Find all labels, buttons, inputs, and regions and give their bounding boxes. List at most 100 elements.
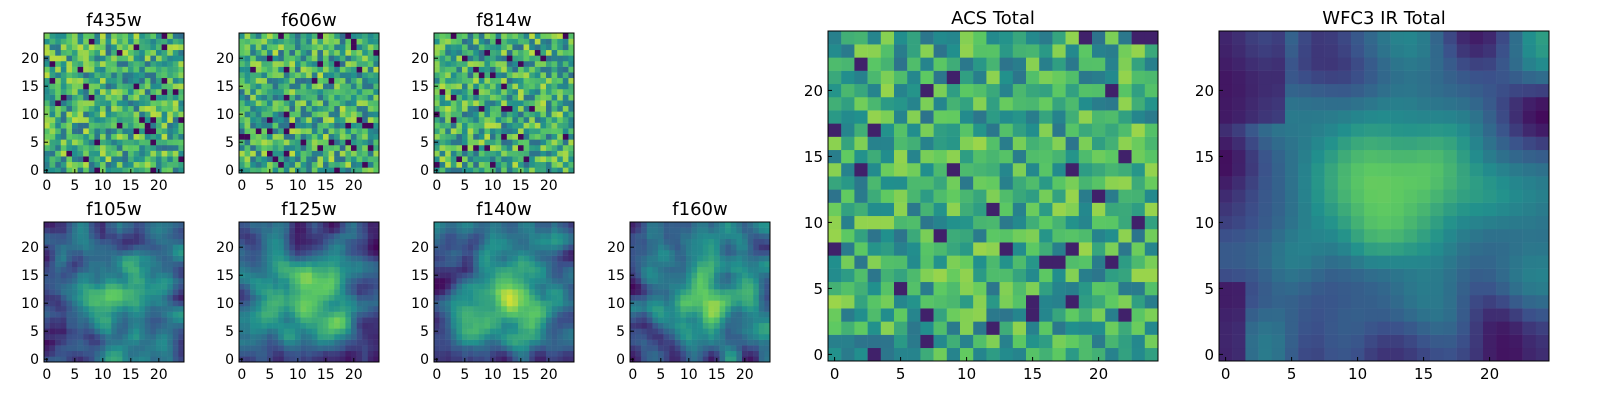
heatmap-cell	[512, 133, 519, 140]
heatmap-cell	[339, 145, 346, 151]
heatmap-cell	[467, 238, 474, 245]
heatmap-cell	[512, 289, 519, 296]
heatmap-cell	[362, 334, 369, 340]
heatmap-cell	[116, 38, 123, 45]
heatmap-cell	[317, 322, 324, 329]
heatmap-cell	[719, 272, 726, 279]
heatmap-cell	[161, 322, 168, 329]
heatmap-cell	[272, 83, 279, 90]
heatmap-cell	[55, 261, 62, 268]
heatmap-cell	[83, 44, 90, 51]
heatmap-cell	[278, 66, 285, 73]
heatmap-cell	[663, 356, 670, 363]
heatmap-cell	[568, 100, 575, 107]
heatmap-cell	[351, 55, 357, 62]
heatmap-cell	[311, 117, 318, 123]
heatmap-cell	[100, 294, 106, 301]
heatmap-cell	[300, 77, 307, 84]
heatmap-cell	[1092, 136, 1106, 151]
heatmap-cell	[867, 281, 882, 296]
heatmap-cell	[473, 350, 480, 357]
heatmap-cell	[178, 38, 185, 45]
heatmap-cell	[367, 244, 374, 251]
heatmap-cell	[714, 334, 720, 340]
heatmap-cell	[478, 300, 485, 307]
heatmap-cell	[161, 233, 168, 240]
heatmap-cell	[512, 238, 519, 245]
heatmap-cell	[295, 145, 301, 151]
heatmap-cell	[999, 255, 1014, 269]
heatmap-cell	[345, 345, 352, 352]
heatmap-cell	[44, 128, 50, 135]
heatmap-cell	[495, 77, 502, 84]
heatmap-cell	[167, 44, 174, 51]
heatmap-cell	[986, 281, 1000, 296]
heatmap-cell	[439, 161, 446, 168]
heatmap-cell	[764, 261, 771, 268]
heatmap-cell	[351, 283, 357, 290]
heatmap-cell	[239, 38, 245, 45]
heatmap-cell	[60, 356, 67, 363]
heatmap-cell	[439, 105, 446, 112]
heatmap-cell	[546, 72, 552, 79]
heatmap-cell	[725, 278, 732, 284]
heatmap-cell	[167, 38, 174, 45]
heatmap-cell	[339, 128, 346, 135]
heatmap-cell	[60, 77, 67, 84]
heatmap-cell	[725, 261, 732, 268]
heatmap-cell	[367, 44, 374, 51]
heatmap-cell	[674, 350, 681, 357]
heatmap-cell	[907, 136, 921, 151]
heatmap-cell	[686, 311, 692, 318]
heatmap-cell	[289, 161, 296, 168]
heatmap-cell	[373, 317, 380, 324]
heatmap-cell	[450, 49, 457, 56]
heatmap-cell	[133, 122, 140, 129]
heatmap-cell	[255, 356, 262, 363]
heatmap-cell	[295, 66, 301, 73]
heatmap-cell	[669, 250, 676, 256]
heatmap-cell	[351, 222, 357, 228]
heatmap-cell	[49, 72, 56, 79]
heatmap-cell	[167, 89, 174, 95]
heatmap-cell	[725, 356, 732, 363]
heatmap-cell	[122, 150, 129, 157]
heatmap-cell	[450, 139, 457, 146]
heatmap-cell	[272, 133, 279, 140]
heatmap-cell	[546, 105, 552, 112]
heatmap-cell	[1039, 189, 1053, 203]
heatmap-cell	[658, 266, 664, 273]
heatmap-cell	[261, 238, 268, 245]
heatmap-cell	[518, 122, 524, 129]
heatmap-cell	[529, 317, 536, 324]
heatmap-cell	[456, 139, 463, 146]
heatmap-cell	[725, 289, 732, 296]
heatmap-cell	[445, 311, 452, 318]
heatmap-cell	[261, 350, 268, 357]
heatmap-cell	[534, 222, 541, 228]
heatmap-cell	[568, 334, 575, 340]
heatmap-cell	[1144, 215, 1159, 230]
heatmap-cell	[373, 238, 380, 245]
heatmap-cell	[105, 105, 112, 112]
heatmap-cell	[128, 117, 134, 123]
heatmap-cell	[534, 156, 541, 163]
heatmap-cell	[445, 111, 452, 118]
heatmap-cell	[49, 345, 56, 352]
heatmap-cell	[686, 289, 692, 296]
heatmap-cell	[691, 278, 698, 284]
heatmap-cell	[373, 311, 380, 318]
heatmap-cell	[94, 128, 101, 135]
heatmap-cell	[501, 44, 508, 51]
heatmap-cell	[373, 55, 380, 62]
heatmap-cell	[1092, 215, 1106, 230]
heatmap-cell	[55, 350, 62, 357]
heatmap-cell	[49, 334, 56, 340]
heatmap-cell	[278, 255, 285, 262]
heatmap-cell	[635, 278, 642, 284]
heatmap-cell	[77, 150, 84, 157]
heatmap-cell	[250, 83, 257, 90]
heatmap-cell	[111, 244, 118, 251]
heatmap-cell	[462, 122, 468, 129]
heatmap-cell	[512, 233, 519, 240]
